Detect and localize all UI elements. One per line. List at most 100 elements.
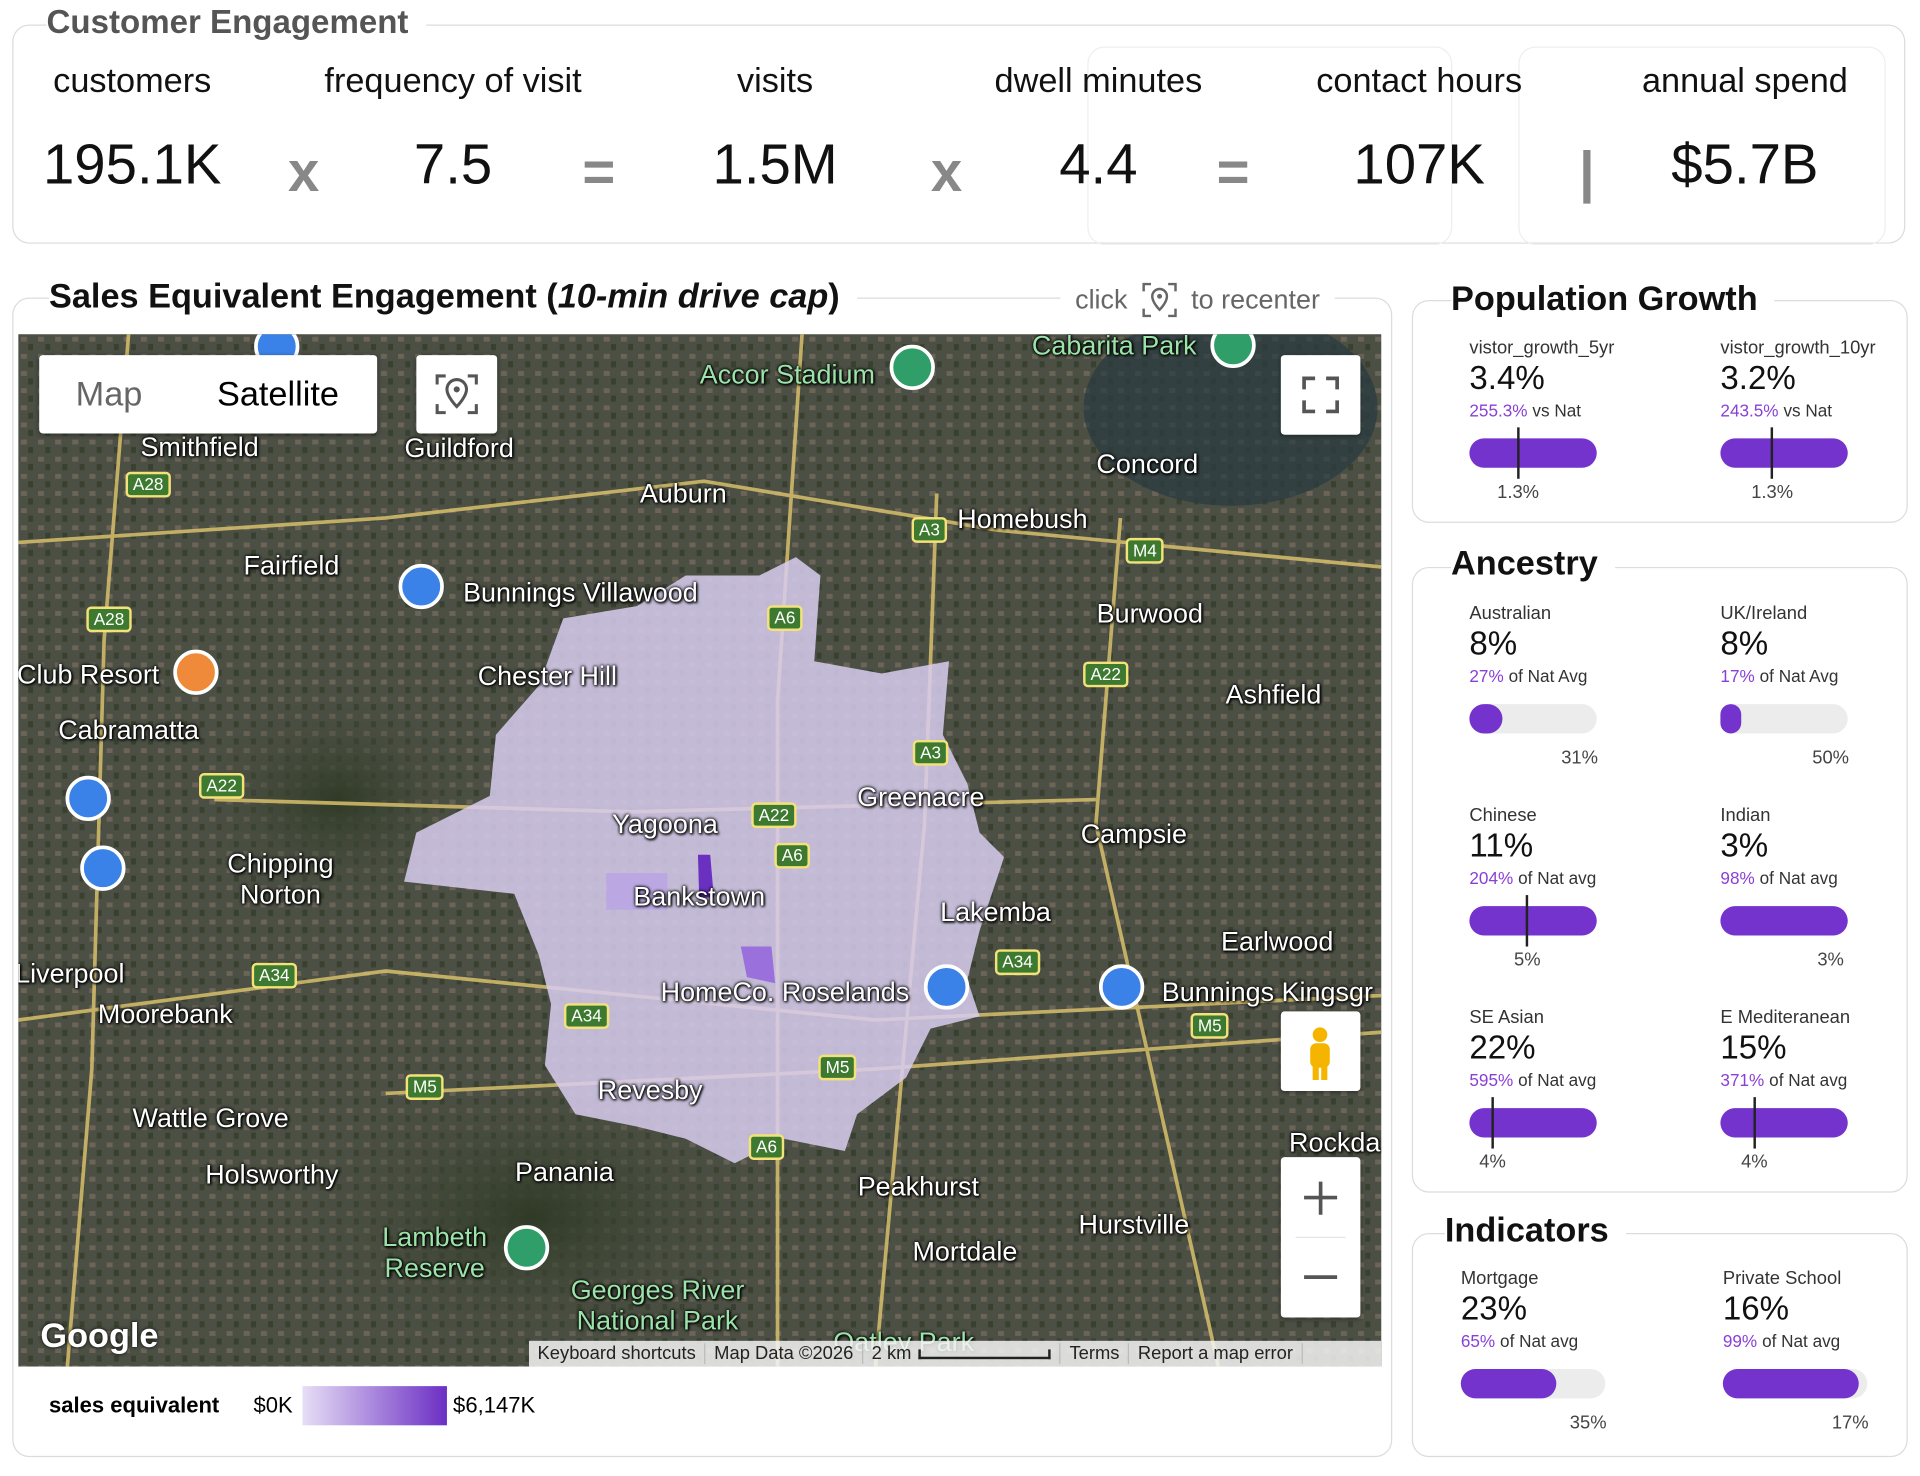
place-label: Lakemba (940, 896, 1051, 928)
metric-name: Australian (1469, 603, 1552, 624)
kpi-highlight (1518, 46, 1886, 245)
recenter-hint: click to recenter (1060, 280, 1335, 320)
national-label: 35% (1569, 1412, 1607, 1434)
legend-title: sales equivalent (48, 1392, 220, 1418)
gauge-fill (1722, 1368, 1859, 1399)
metric-name: vistor_growth_10yr (1720, 337, 1876, 359)
map-logo: Google (40, 1316, 159, 1355)
kpi-highlight (1087, 46, 1453, 245)
compare-text: of Nat avg (1518, 1070, 1597, 1090)
metric-name: E Mediteranean (1720, 1007, 1851, 1028)
map-title: Sales Equivalent Engagement (10-min driv… (48, 276, 857, 315)
place-label: Earlwood (1220, 926, 1334, 957)
compare-text: of Nat avg (1769, 1070, 1848, 1090)
compare-value: 255.3% (1469, 400, 1528, 420)
kpi-value: $5.7B (1671, 132, 1819, 196)
legend-max: $6,147K (453, 1392, 536, 1418)
road-shield: A34 (563, 1003, 610, 1030)
place-label: Homebush (957, 503, 1088, 535)
compare-text: of Nat avg (1762, 1331, 1841, 1351)
kpi-title: Customer Engagement (46, 6, 426, 40)
metric-value: 11% (1469, 827, 1534, 864)
recenter-icon (435, 374, 478, 415)
road-shield: A28 (125, 471, 171, 498)
place-label: Mortdale (912, 1235, 1018, 1267)
compare-value: 243.5% (1720, 400, 1779, 420)
place-label: Chipping Norton (227, 848, 334, 910)
national-label: 31% (1561, 747, 1598, 769)
gauge-fill (1469, 906, 1597, 936)
metric-compare: 371% of Nat avg (1720, 1070, 1847, 1090)
scale-bar (918, 1348, 1052, 1359)
road-shield: A22 (1083, 661, 1129, 688)
gauge-fill (1469, 704, 1503, 734)
national-label: 4% (1479, 1151, 1506, 1173)
title-text: ) (828, 276, 840, 315)
gauge-fill (1720, 704, 1741, 734)
national-marker (1753, 1097, 1756, 1149)
map[interactable]: Accor Stadium Cabarita Park Smithfield Guil… (18, 334, 1382, 1367)
compare-text: vs Nat (1783, 400, 1833, 420)
metric-compare: 99% of Nat avg (1723, 1331, 1840, 1351)
attribution-item: Map Data ©2026 (706, 1343, 864, 1365)
panel-title: Population Growth (1451, 281, 1775, 316)
metric-name: Mortgage (1460, 1267, 1539, 1289)
metric-value: 3% (1720, 827, 1769, 864)
title-text: Sales Equivalent Engagement ( (48, 276, 558, 315)
map-type-control: Map Satellite (39, 355, 378, 434)
road-shield: M5 (818, 1054, 857, 1081)
place-label: HomeCo. Roselands (660, 976, 910, 1007)
road-shield: A6 (748, 1134, 785, 1161)
pegman-button[interactable] (1280, 1011, 1361, 1092)
place-label: Revesby (597, 1074, 703, 1105)
compare-text: of Nat Avg (1759, 666, 1839, 686)
place-label: Holsworthy (205, 1158, 339, 1190)
compare-value: 17% (1720, 666, 1755, 686)
map-type-button[interactable]: Satellite (216, 374, 339, 413)
metric-name: UK/Ireland (1720, 603, 1808, 624)
place-label: Chester Hill (477, 660, 617, 692)
kpi-value: 4.4 (1059, 132, 1138, 196)
place-label: Georges River National Park (570, 1274, 745, 1336)
national-label: 4% (1741, 1151, 1768, 1173)
gauge-fill (1720, 438, 1848, 468)
compare-value: 204% (1469, 868, 1514, 888)
national-marker (1770, 427, 1774, 479)
metric-value: 22% (1469, 1029, 1536, 1066)
national-marker (1516, 427, 1520, 479)
recenter-button[interactable] (416, 355, 498, 434)
fullscreen-icon (1302, 376, 1339, 414)
metric-value: 23% (1460, 1290, 1527, 1327)
hint-text: to recenter (1191, 284, 1320, 315)
kpi-label: customers (53, 61, 212, 100)
compare-text: of Nat avg (1500, 1331, 1579, 1351)
kpi-operator: x (930, 139, 963, 204)
metric-value: 8% (1469, 625, 1518, 662)
national-label: 5% (1513, 949, 1541, 971)
place-label: Ashfield (1225, 678, 1322, 710)
metric-name: SE Asian (1469, 1007, 1544, 1028)
road-shield: A3 (911, 517, 948, 544)
place-label: Cabramatta (58, 714, 199, 745)
compare-value: 65% (1460, 1331, 1496, 1351)
place-label: Bunnings Villawood (463, 577, 698, 608)
metric-value: 3.2% (1720, 359, 1796, 397)
compare-text: of Nat avg (1518, 868, 1597, 888)
map-type-button[interactable]: Map (75, 374, 143, 413)
national-label: 50% (1812, 747, 1849, 769)
panel-title: Ancestry (1451, 546, 1615, 581)
kpi-operator: x (288, 139, 320, 204)
road-shield: A6 (767, 605, 803, 632)
kpi-value: 107K (1353, 132, 1485, 196)
attribution-item: 2 km (863, 1343, 1061, 1365)
kpi-value: 1.5M (712, 132, 838, 196)
national-label: 1.3% (1497, 481, 1540, 503)
road-shield: M5 (1190, 1013, 1230, 1040)
map-imagery (18, 334, 1382, 1367)
gauge-fill (1720, 1108, 1848, 1138)
fullscreen-button[interactable] (1280, 355, 1361, 435)
compare-text: vs Nat (1532, 400, 1582, 420)
metric-name: vistor_growth_5yr (1469, 337, 1615, 359)
place-label: Bunnings Kingsgr (1161, 976, 1373, 1007)
